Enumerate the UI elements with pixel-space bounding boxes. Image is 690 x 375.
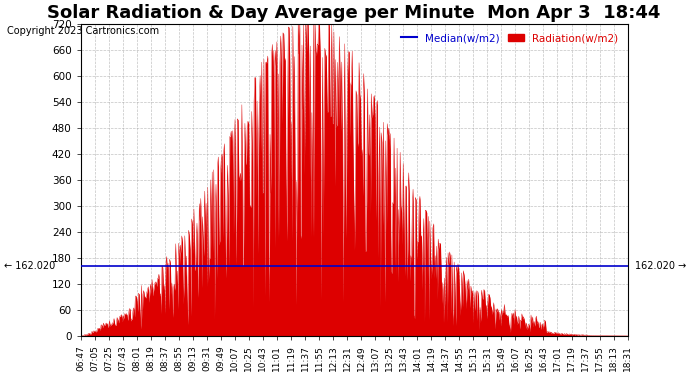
Legend: Median(w/m2), Radiation(w/m2): Median(w/m2), Radiation(w/m2) (397, 29, 622, 47)
Text: ← 162.020: ← 162.020 (4, 261, 55, 271)
Text: Copyright 2023 Cartronics.com: Copyright 2023 Cartronics.com (7, 26, 159, 36)
Text: 162.020 →: 162.020 → (635, 261, 686, 271)
Title: Solar Radiation & Day Average per Minute  Mon Apr 3  18:44: Solar Radiation & Day Average per Minute… (48, 4, 661, 22)
